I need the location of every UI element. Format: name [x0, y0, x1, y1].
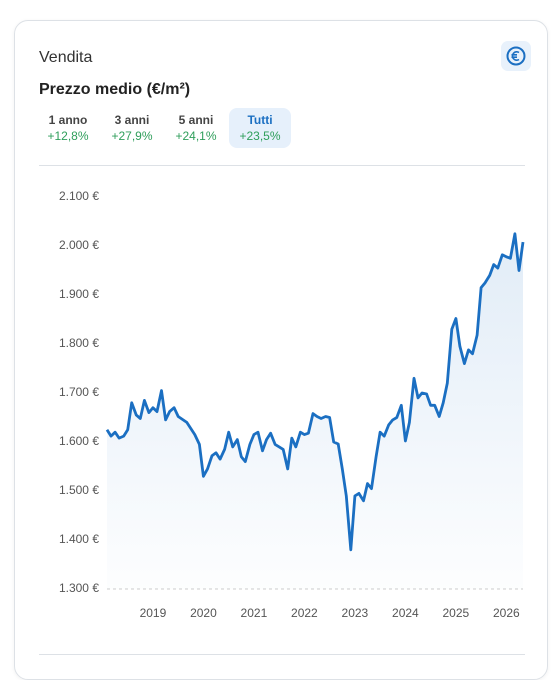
y-tick-label: 1.800 €	[59, 336, 99, 350]
area	[107, 233, 523, 590]
x-tick-label: 2019	[140, 606, 167, 620]
period-tab[interactable]: Tutti +23,5%	[229, 108, 291, 148]
section-title: Prezzo medio (€/m²)	[39, 81, 191, 98]
tab-label: 5 anni	[178, 113, 214, 127]
period-tab[interactable]: 5 anni +24,1%	[165, 108, 227, 148]
y-tick-label: 2.000 €	[59, 238, 99, 252]
tab-change: +24,1%	[175, 129, 217, 143]
y-tick-label: 1.500 €	[59, 483, 99, 497]
tab-label: Tutti	[247, 113, 273, 127]
card: Vendita Prezzo medio (€/m²) 1 anno +12,8%…	[14, 20, 548, 680]
y-tick-label: 1.400 €	[59, 532, 99, 546]
x-tick-label: 2020	[190, 606, 217, 620]
x-tick-label: 2026	[493, 606, 520, 620]
tab-change: +27,9%	[111, 129, 153, 143]
x-tick-label: 2022	[291, 606, 318, 620]
x-tick-label: 2023	[342, 606, 369, 620]
x-tick-label: 2025	[443, 606, 470, 620]
x-tick-label: 2024	[392, 606, 419, 620]
price-line	[105, 232, 525, 552]
x-tick-label: 2021	[241, 606, 268, 620]
period-tab[interactable]: 1 anno +12,8%	[37, 108, 99, 148]
period-tab[interactable]: 3 anni +27,9%	[101, 108, 163, 148]
currency-button[interactable]	[501, 41, 531, 71]
section-kicker: Vendita	[39, 49, 93, 66]
y-tick-label: 1.700 €	[59, 385, 99, 399]
y-tick-label: 1.900 €	[59, 287, 99, 301]
divider	[39, 654, 525, 655]
y-tick-label: 1.600 €	[59, 434, 99, 448]
euro-icon	[506, 46, 526, 66]
y-tick-label: 2.100 €	[59, 189, 99, 203]
divider	[39, 165, 525, 166]
tabs: 1 anno +12,8% 3 anni +27,9% 5 anni +24,1% Tutt…	[37, 108, 291, 148]
tab-change: +12,8%	[47, 129, 89, 143]
tab-label: 3 anni	[114, 113, 150, 127]
tab-label: 1 anno	[48, 113, 88, 127]
tab-change: +23,5%	[239, 129, 281, 143]
y-tick-label: 1.300 €	[59, 581, 99, 595]
